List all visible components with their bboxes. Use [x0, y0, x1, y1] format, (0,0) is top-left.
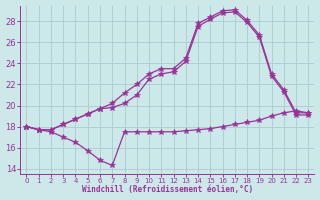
X-axis label: Windchill (Refroidissement éolien,°C): Windchill (Refroidissement éolien,°C) [82, 185, 253, 194]
